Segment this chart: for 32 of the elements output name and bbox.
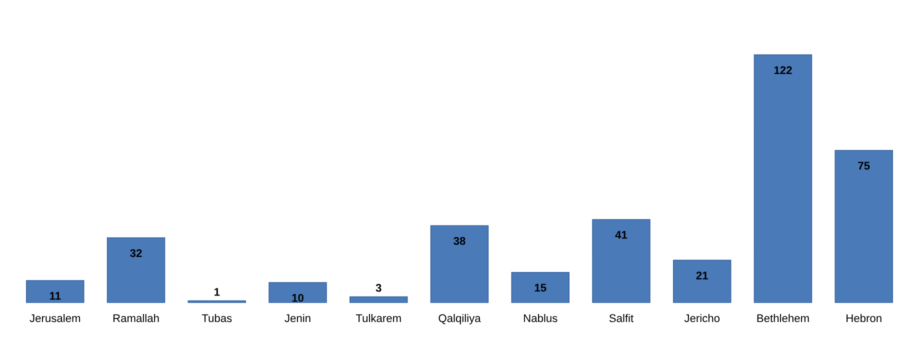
data-label: 11 [50, 292, 61, 300]
bar [268, 282, 327, 303]
x-tick-label: Qalqiliya [438, 314, 481, 324]
bar [511, 272, 570, 303]
bar [26, 280, 84, 303]
x-tick-label: Nablus [524, 314, 558, 322]
data-label: 10 [292, 294, 304, 302]
x-tick-label: Jerusalem [30, 314, 80, 322]
data-label: 15 [534, 284, 546, 292]
data-label: 1 [214, 288, 220, 296]
data-label: 3 [376, 284, 382, 292]
data-label: 38 [454, 237, 466, 245]
x-tick-label: Ramallah [113, 314, 159, 322]
bar [350, 296, 408, 303]
bar [592, 219, 650, 303]
x-tick-label: Hebron [846, 314, 882, 322]
x-tick-label: Bethlehem [757, 314, 809, 322]
bar [106, 237, 166, 303]
x-tick-label: Jenin [284, 314, 310, 322]
data-label: 21 [696, 272, 708, 280]
x-tick-label: Tulkarem [356, 314, 401, 322]
bar [834, 150, 893, 303]
bar [672, 260, 732, 303]
data-label: 75 [858, 162, 870, 170]
data-label: 32 [130, 249, 142, 258]
data-label: 122 [774, 66, 792, 74]
x-tick-label: Tubas [202, 314, 232, 322]
x-tick-label: Salfit [609, 314, 634, 322]
x-tick-label: Jericho [684, 314, 720, 322]
bar [430, 225, 489, 303]
data-label: 41 [615, 231, 628, 239]
bar [754, 54, 812, 303]
